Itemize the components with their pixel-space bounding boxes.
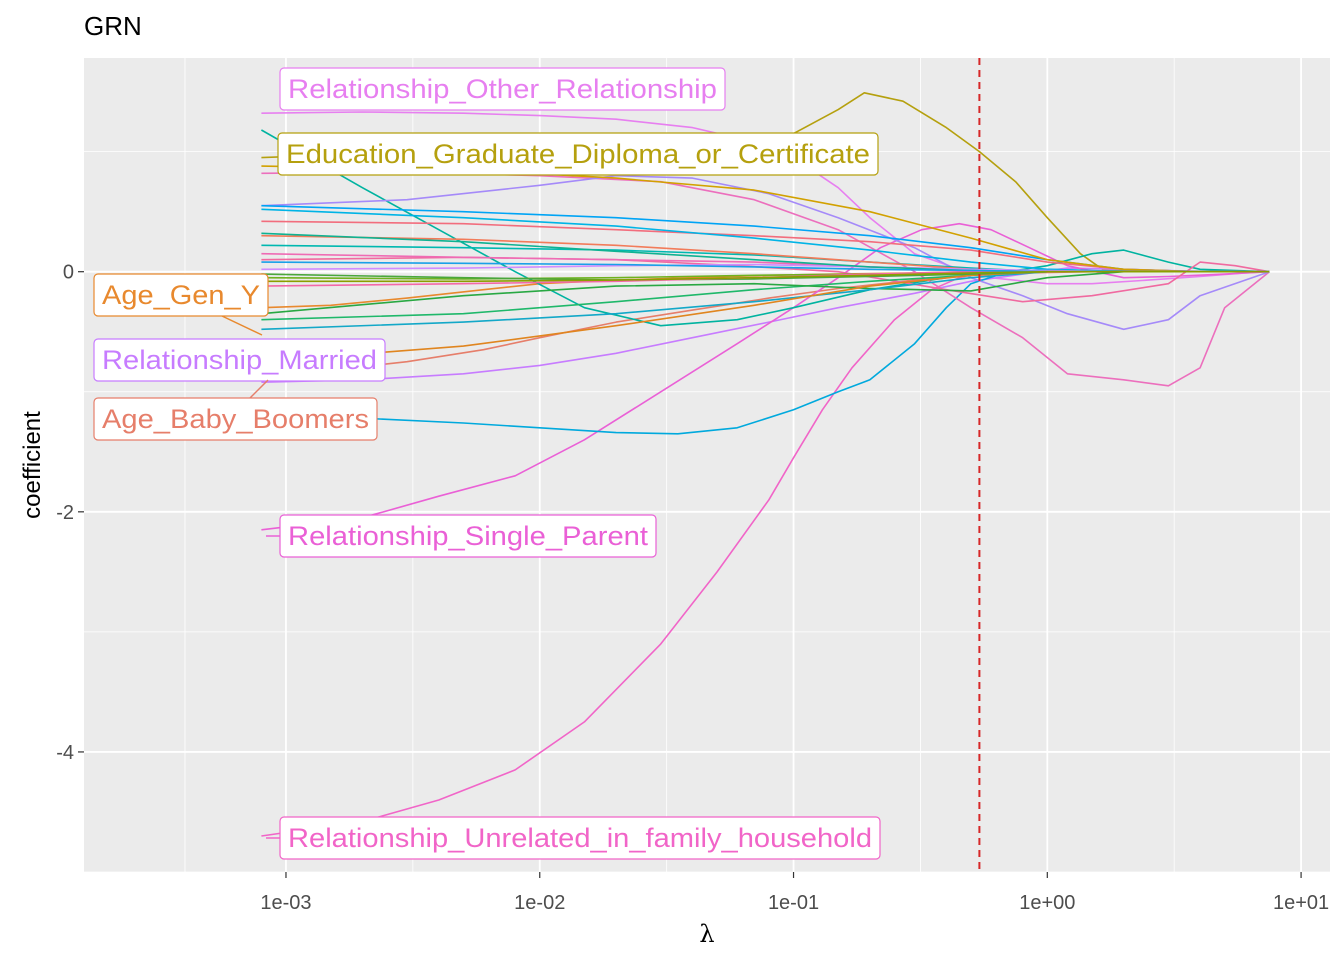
label-leader [221,315,263,336]
label-box [277,132,879,176]
series-label: Relationship_Unrelated_in_family_househo… [266,816,881,860]
chart-title: GRN [84,11,142,41]
x-tick-label: 1e+01 [1273,892,1329,914]
label-box [279,816,881,860]
label-text: Age_Baby_Boomers [102,404,369,434]
series-label: Age_Gen_Y [93,273,269,336]
x-tick-label: 1e-03 [260,892,311,914]
series-line-0 [261,111,1270,285]
label-text: Education_Graduate_Diploma_or_Certificat… [286,139,870,169]
label-box [279,514,657,558]
label-text: Relationship_Unrelated_in_family_househo… [288,823,872,853]
series-label: Relationship_Married [93,338,386,382]
y-tick-label: -2 [56,502,74,524]
series-label: Age_Baby_Boomers [93,379,378,441]
x-tick-labels: 1e-03 1e-02 1e-01 1e+00 1e+01 [260,892,1329,914]
series-line-10 [261,174,1270,331]
series-labels: Relationship_Other_Relationship Education… [93,67,881,860]
x-axis-title: λ [699,920,714,948]
label-box [93,397,378,441]
y-tick-labels: -4 -2 0 [56,262,74,764]
x-tick-label: 1e+00 [1019,892,1075,914]
label-box [279,67,726,111]
series-label: Relationship_Single_Parent [266,514,657,558]
series-line-5 [261,222,1270,531]
label-text: Relationship_Married [102,345,377,375]
y-axis-title: coefficient [19,411,46,519]
series-label: Education_Graduate_Diploma_or_Certificat… [277,132,879,176]
series-label: Relationship_Other_Relationship [279,67,726,111]
x-tick-label: 1e-02 [514,892,565,914]
label-text: Relationship_Single_Parent [288,521,649,551]
label-text: Relationship_Other_Relationship [288,74,717,104]
label-text: Age_Gen_Y [102,280,260,310]
axis-ticks [78,271,1302,878]
major-gridlines [84,58,1330,872]
y-tick-label: 0 [63,262,74,284]
label-box [93,338,386,382]
coefficient-paths [261,92,1270,837]
label-leader [249,379,269,399]
plot-panel [84,58,1330,872]
series-line-9 [261,171,1270,387]
y-tick-label: -4 [56,742,74,764]
series-line-29 [261,270,1270,283]
label-box [93,273,269,317]
x-tick-label: 1e-01 [768,892,819,914]
